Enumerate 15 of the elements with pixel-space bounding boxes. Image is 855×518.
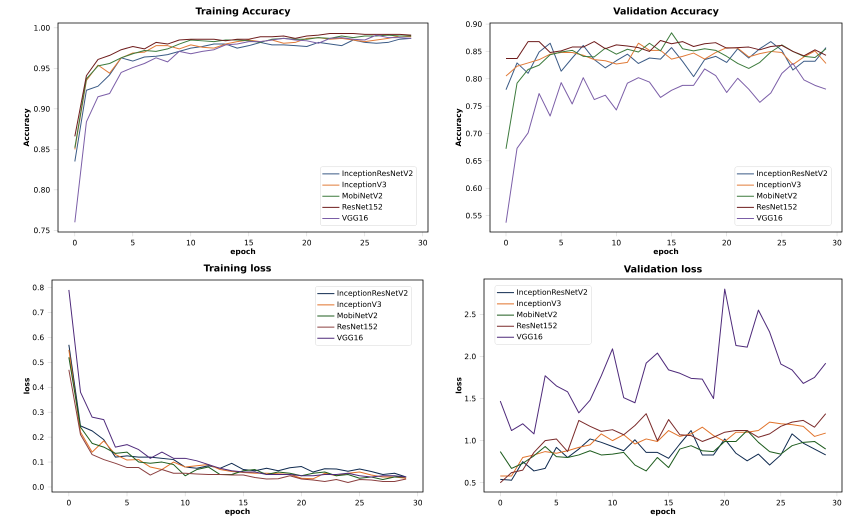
chart-title: Training loss: [204, 264, 271, 274]
line-series: [506, 62, 826, 224]
line-series: [506, 42, 826, 77]
line-series: [74, 34, 412, 223]
chart-title: Training Accuracy: [196, 7, 290, 16]
line-series: [506, 40, 826, 60]
line-series: [500, 430, 826, 472]
line-series: [506, 32, 826, 150]
line-series: [500, 413, 826, 484]
line-series: [500, 422, 826, 476]
line-series: [500, 288, 826, 434]
line-series: [500, 430, 826, 481]
chart-title: Validation loss: [624, 265, 702, 272]
line-series: [506, 41, 826, 90]
chart-title: Validation Accuracy: [613, 7, 719, 16]
